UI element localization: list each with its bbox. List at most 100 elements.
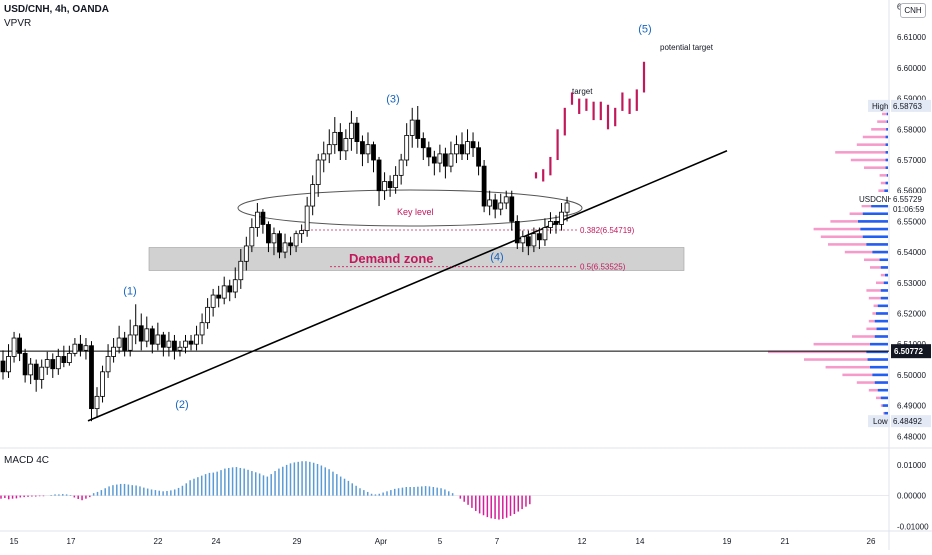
volume-profile-bar-blue [872,373,888,377]
candle-body [100,371,105,397]
price-tick-label: 6.59000 [897,95,926,104]
candle-body [448,153,454,167]
candle-body [50,359,56,370]
drawings-layer [0,150,889,422]
candle-body [11,337,17,357]
demand-zone-label: Demand zone [349,251,434,266]
time-tick-label: 5 [438,537,443,546]
indicator-name-macd[interactable]: MACD 4C [4,455,50,466]
volume-profile-bar-pink [882,112,888,116]
candle-body [138,325,144,342]
candle-body [172,340,177,351]
symbol-title[interactable]: USD/CNH, 4h, OANDA [4,4,110,15]
candle-body [149,328,155,345]
candle-body [487,199,493,207]
volume-profile-bar-blue [862,212,888,215]
volume-profile-bar-pink [813,342,888,346]
current-symbol-bg [857,193,890,206]
candle-body [243,245,249,262]
volume-profile-bar-blue [885,135,888,139]
projection-layer [534,61,646,182]
volume-profile-bar-pink [864,166,888,169]
candle-body [398,159,404,176]
wave-label: (3) [386,94,399,106]
axes-layer: 6.620006.610006.600006.590006.580006.570… [10,3,930,546]
wave-label: (1) [123,285,136,297]
target-label: target [572,87,593,96]
volume-profile-bar-blue [885,151,888,154]
volume-profile-bar-pink [852,335,888,338]
candle-body [33,363,39,380]
volume-profile-bar-blue [886,112,888,116]
candles-layer [0,105,570,422]
price-tick-label: 6.61000 [897,33,926,42]
candle-body [326,144,332,155]
candle-body [221,285,227,299]
candle-body [17,337,22,354]
indicator-name-vpvr[interactable]: VPVR [4,18,32,29]
candle-body [6,356,11,373]
candle-body [122,337,128,351]
time-tick-label: 29 [293,537,302,546]
time-tick-label: 15 [10,537,19,546]
candle-body [437,153,443,164]
candle-body [503,196,509,204]
price-tick-label: 6.54000 [897,248,926,257]
candle-body [277,233,282,253]
time-tick-label: Apr [375,537,388,546]
candle-body [55,356,61,370]
candle-body [348,122,354,139]
candle-body [61,356,67,363]
candle-body [520,236,526,244]
price-tick-label: 6.49000 [897,402,926,411]
candle-body [22,352,28,376]
candle-body [382,181,387,192]
candle-body [0,360,6,373]
trend-line [87,150,728,422]
candle-body [293,233,299,247]
candle-body [78,343,83,351]
candle-body [166,340,172,348]
candle-body [531,233,537,247]
candle-body [470,141,476,149]
candle-body [365,144,371,155]
candle-body [304,205,310,232]
volume-profile-bar-pink [880,273,888,277]
volume-profile-bar-blue [886,120,888,123]
volume-profile-bar-blue [877,304,888,308]
volume-profile-bar-blue [870,365,888,369]
candle-body [105,356,111,373]
candle-body [188,340,194,345]
candle-body [498,202,504,210]
volume-profile-bar-pink [866,289,888,292]
candle-body [343,138,349,152]
volume-profile-layer [768,105,888,423]
volume-profile-bar-pink [878,189,888,192]
candle-body [210,294,216,308]
time-tick-label: 21 [781,537,790,546]
volume-profile-bar-pink [856,381,888,384]
candle-body [553,220,559,225]
volume-profile-bar-blue [876,327,888,331]
price-tick-label: 6.48000 [897,432,926,441]
volume-profile-bar-blue [879,258,888,262]
volume-profile-bar-blue [867,358,888,361]
candle-body [266,224,271,244]
volume-profile-bar-pink [820,235,888,239]
volume-profile-bar-blue [886,128,888,131]
currency-badge[interactable]: CNH [900,3,926,18]
candle-body [66,352,72,363]
time-tick-label: 19 [723,537,732,546]
candle-body [116,337,122,348]
volume-profile-bar-pink [864,258,888,262]
price-tick-label: 6.53000 [897,279,926,288]
candle-body [271,233,277,244]
volume-profile-bar-blue [882,404,888,407]
volume-profile-bar-blue [866,350,888,354]
high-label-bg [868,99,890,112]
candle-body [183,340,188,348]
candle-body [321,153,327,161]
last-price-bg [891,344,931,359]
candle-body [227,285,233,293]
candle-body [371,144,376,161]
